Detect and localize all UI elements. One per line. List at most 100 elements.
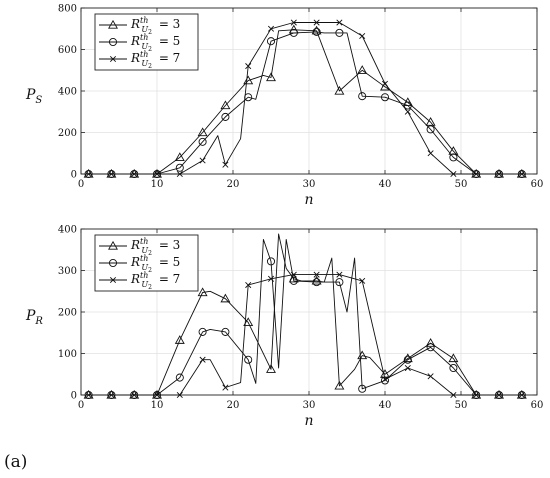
x-marker bbox=[290, 19, 297, 26]
circle-marker bbox=[221, 112, 230, 121]
circle-marker bbox=[175, 373, 184, 382]
circle-marker bbox=[403, 355, 412, 364]
x-marker bbox=[199, 356, 206, 363]
y-axis-label: PS bbox=[25, 87, 42, 106]
triangle-marker bbox=[357, 65, 368, 74]
triangle-marker bbox=[108, 19, 118, 29]
x-tick-label: 50 bbox=[455, 400, 468, 411]
circle-marker bbox=[403, 101, 412, 110]
panel-label: (a) bbox=[4, 452, 28, 472]
x-marker bbox=[176, 170, 183, 178]
x-tick-label: 50 bbox=[455, 179, 468, 190]
x-tick-label: 30 bbox=[303, 400, 316, 411]
x-marker bbox=[245, 281, 252, 289]
x-tick-label: 10 bbox=[151, 179, 164, 190]
circle-marker bbox=[244, 355, 253, 364]
legend-entry: Rth U2 = 3 bbox=[99, 16, 180, 36]
triangle-marker bbox=[425, 338, 436, 347]
triangle-marker bbox=[448, 146, 459, 155]
triangle-marker bbox=[220, 293, 231, 303]
x-marker bbox=[85, 170, 92, 178]
triangle-marker bbox=[197, 287, 208, 297]
triangle-marker bbox=[220, 100, 231, 110]
triangle-marker bbox=[243, 75, 254, 85]
triangle-marker bbox=[311, 25, 322, 35]
x-axis-label: n bbox=[304, 192, 313, 208]
circle-marker bbox=[289, 28, 298, 37]
x-tick-label: 40 bbox=[379, 400, 392, 411]
triangle-marker bbox=[448, 353, 459, 363]
series-line bbox=[88, 31, 522, 175]
circle-marker bbox=[449, 364, 458, 373]
circle-marker bbox=[335, 278, 344, 287]
x-marker bbox=[518, 170, 525, 178]
triangle-marker bbox=[266, 364, 276, 373]
x-marker bbox=[381, 80, 389, 87]
circle-marker bbox=[380, 93, 390, 102]
circle-marker bbox=[266, 257, 276, 266]
x-tick-label: 10 bbox=[151, 400, 164, 411]
x-marker bbox=[427, 150, 434, 157]
x-marker bbox=[199, 157, 206, 164]
x-marker bbox=[404, 108, 411, 115]
x-axis-label: n bbox=[304, 413, 313, 429]
x-marker bbox=[222, 161, 229, 168]
x-marker bbox=[153, 170, 161, 178]
x-marker bbox=[108, 170, 115, 178]
series-line bbox=[88, 22, 522, 175]
y-tick-label: 0 bbox=[71, 391, 77, 402]
legend-label: Rth U2 = 7 bbox=[130, 50, 180, 70]
legend-entry: Rth U2 = 5 bbox=[99, 33, 180, 53]
x-marker bbox=[336, 19, 343, 26]
x-marker bbox=[313, 19, 320, 26]
x-marker bbox=[450, 391, 457, 399]
series-3 bbox=[85, 19, 525, 178]
x-marker bbox=[131, 170, 138, 178]
y-tick-label: 800 bbox=[58, 4, 77, 15]
circle-marker bbox=[358, 384, 367, 393]
circle-marker bbox=[289, 276, 298, 285]
x-marker bbox=[473, 170, 480, 178]
y-tick-label: 400 bbox=[58, 225, 77, 236]
x-marker bbox=[313, 271, 320, 278]
x-tick-label: 0 bbox=[78, 179, 84, 190]
circle-marker bbox=[380, 376, 390, 385]
circle-marker bbox=[358, 92, 367, 101]
x-marker bbox=[495, 391, 503, 399]
triangle-marker bbox=[402, 353, 413, 363]
circle-marker bbox=[108, 258, 118, 268]
x-tick-label: 0 bbox=[78, 400, 84, 411]
triangle-marker bbox=[266, 72, 276, 82]
series-line bbox=[88, 233, 522, 396]
legend-label: Rth U2 = 3 bbox=[130, 237, 180, 257]
x-marker bbox=[427, 373, 434, 380]
x-marker bbox=[359, 32, 366, 40]
y-tick-label: 200 bbox=[58, 128, 77, 139]
triangle-marker bbox=[197, 127, 208, 137]
circle-marker bbox=[108, 37, 118, 47]
series-3 bbox=[85, 271, 525, 399]
x-marker bbox=[108, 391, 115, 399]
triangle-marker bbox=[311, 275, 322, 285]
legend-label: Rth U2 = 3 bbox=[130, 16, 180, 36]
y-tick-label: 100 bbox=[58, 349, 77, 360]
circle-marker bbox=[198, 137, 207, 146]
y-tick-label: 0 bbox=[71, 170, 77, 181]
y-axis-label: PR bbox=[25, 308, 43, 327]
circle-marker bbox=[266, 37, 276, 46]
y-tick-label: 200 bbox=[58, 308, 77, 319]
circle-marker bbox=[335, 28, 344, 37]
x-marker bbox=[267, 275, 275, 282]
x-marker bbox=[495, 170, 503, 178]
triangle-marker bbox=[174, 152, 185, 162]
legend-entry: Rth U2 = 7 bbox=[99, 50, 180, 70]
x-tick-label: 20 bbox=[227, 400, 240, 411]
circle-marker bbox=[312, 278, 321, 287]
x-tick-label: 60 bbox=[531, 400, 544, 411]
x-marker bbox=[109, 276, 117, 284]
triangle-marker bbox=[334, 85, 345, 95]
x-marker bbox=[267, 25, 275, 32]
